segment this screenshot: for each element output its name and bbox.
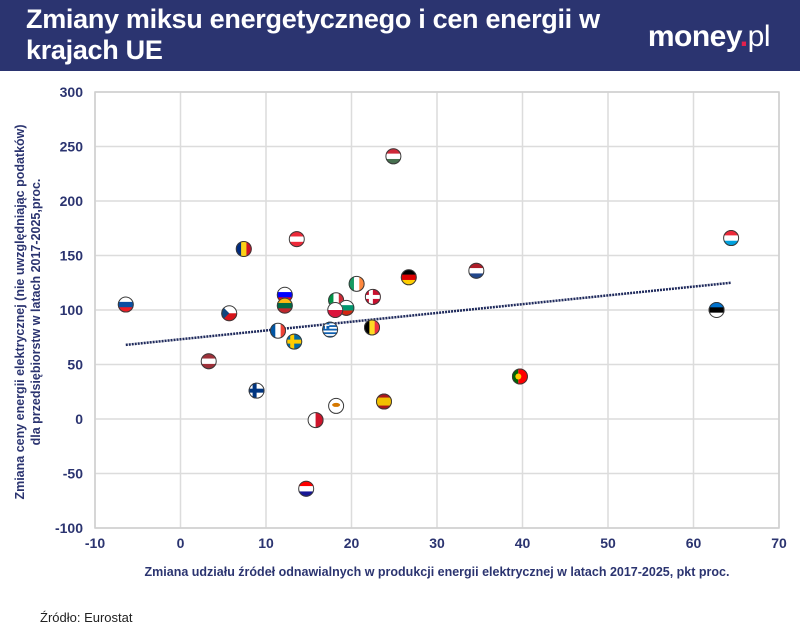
flag-marker-cypr	[328, 397, 345, 414]
flag-outline	[200, 353, 217, 370]
y-axis-label-line2: dla przedsiębiorstw w latach 2017-2025,p…	[29, 179, 43, 446]
y-tick-label: -50	[63, 466, 83, 482]
flag-marker-łotwa	[200, 353, 217, 370]
chart-title: Zmiany miksu energetycznego i cen energi…	[26, 4, 600, 65]
y-tick-label: 300	[60, 84, 84, 100]
flag-outline	[723, 230, 740, 247]
y-tick-label: 150	[60, 248, 84, 264]
flag-outline	[322, 321, 339, 338]
x-tick-label: 60	[686, 535, 702, 551]
y-tick-label: 50	[67, 357, 83, 373]
flag-outline	[221, 305, 238, 322]
flag-marker-chorwacja	[298, 480, 315, 497]
flag-marker-rumunia	[235, 240, 252, 257]
flag-marker-polska	[327, 302, 344, 318]
money-pl-logo: money.pl	[647, 20, 771, 53]
flag-marker-malta	[307, 412, 324, 429]
flag-outline	[288, 231, 305, 248]
x-tick-label: 20	[344, 535, 360, 551]
flag-outline	[364, 288, 381, 305]
flag-marker-portugalia	[511, 368, 528, 385]
x-tick-label: 10	[258, 535, 274, 551]
flag-marker-irlandia	[348, 275, 365, 292]
flag-marker-finlandia	[248, 382, 265, 399]
tick-labels: -10 0 10 20 30 40 50 60 70-100-50050100150200250…	[55, 84, 787, 551]
x-axis-label: Zmiana udziału źródeł odnawialnych w pro…	[145, 565, 730, 579]
flag-outline	[400, 269, 417, 286]
flag-marker-francja	[269, 322, 286, 339]
flag-marker-dania	[364, 288, 381, 305]
flag-outline	[269, 322, 286, 339]
y-axis-label: Zmiana ceny energii elektrycznej (nie uw…	[13, 124, 27, 499]
flag-outline	[298, 480, 315, 497]
flag-marker-słowacja	[117, 296, 134, 313]
flag-outline	[364, 319, 381, 336]
flag-outline	[235, 240, 252, 257]
plot-frame	[94, 91, 780, 529]
x-tick-label: 30	[429, 535, 445, 551]
flag-outline	[348, 275, 365, 292]
flag-outline	[276, 297, 293, 314]
x-tick-label: 50	[600, 535, 616, 551]
x-tick-label: 40	[515, 535, 531, 551]
flag-outline	[117, 296, 134, 313]
x-tick-label: 70	[771, 535, 787, 551]
flag-outline	[385, 148, 402, 165]
flag-marker-holandia	[468, 262, 485, 279]
flag-marker-luksemburg	[723, 230, 740, 247]
x-tick-label: 0	[177, 535, 185, 551]
flag-marker-austria	[288, 231, 305, 248]
flag-marker-niemcy	[400, 269, 417, 286]
flag-outline	[307, 412, 324, 429]
flag-marker-litwa	[276, 297, 293, 314]
y-tick-label: 200	[60, 193, 84, 209]
flag-marker-węgry	[385, 148, 402, 165]
grid	[94, 91, 780, 529]
trendline	[125, 281, 732, 347]
x-tick-label: -10	[85, 535, 105, 551]
flag-outline	[375, 393, 392, 410]
points	[117, 148, 740, 497]
y-tick-label: 0	[75, 411, 83, 427]
flag-marker-hiszpania	[375, 393, 392, 410]
flag-outline	[327, 302, 344, 318]
source-note: Źródło: Eurostat	[40, 610, 133, 625]
flag-marker-estonia	[708, 302, 725, 318]
flag-marker-bułgaria	[338, 299, 355, 316]
flag-outline	[248, 382, 265, 399]
y-tick-label: -100	[55, 520, 83, 536]
y-tick-label: 250	[60, 139, 84, 155]
flag-marker-włochy	[328, 292, 345, 309]
flag-marker-belgia	[364, 319, 381, 336]
flag-outline	[708, 302, 725, 318]
flag-outline	[328, 397, 345, 414]
flag-marker-szwecja	[286, 333, 303, 350]
y-tick-label: 100	[60, 302, 84, 318]
flag-outline	[286, 333, 303, 350]
flag-outline	[511, 368, 528, 385]
header-bar: Zmiany miksu energetycznego i cen energi…	[0, 0, 800, 71]
flag-outline	[468, 262, 485, 279]
